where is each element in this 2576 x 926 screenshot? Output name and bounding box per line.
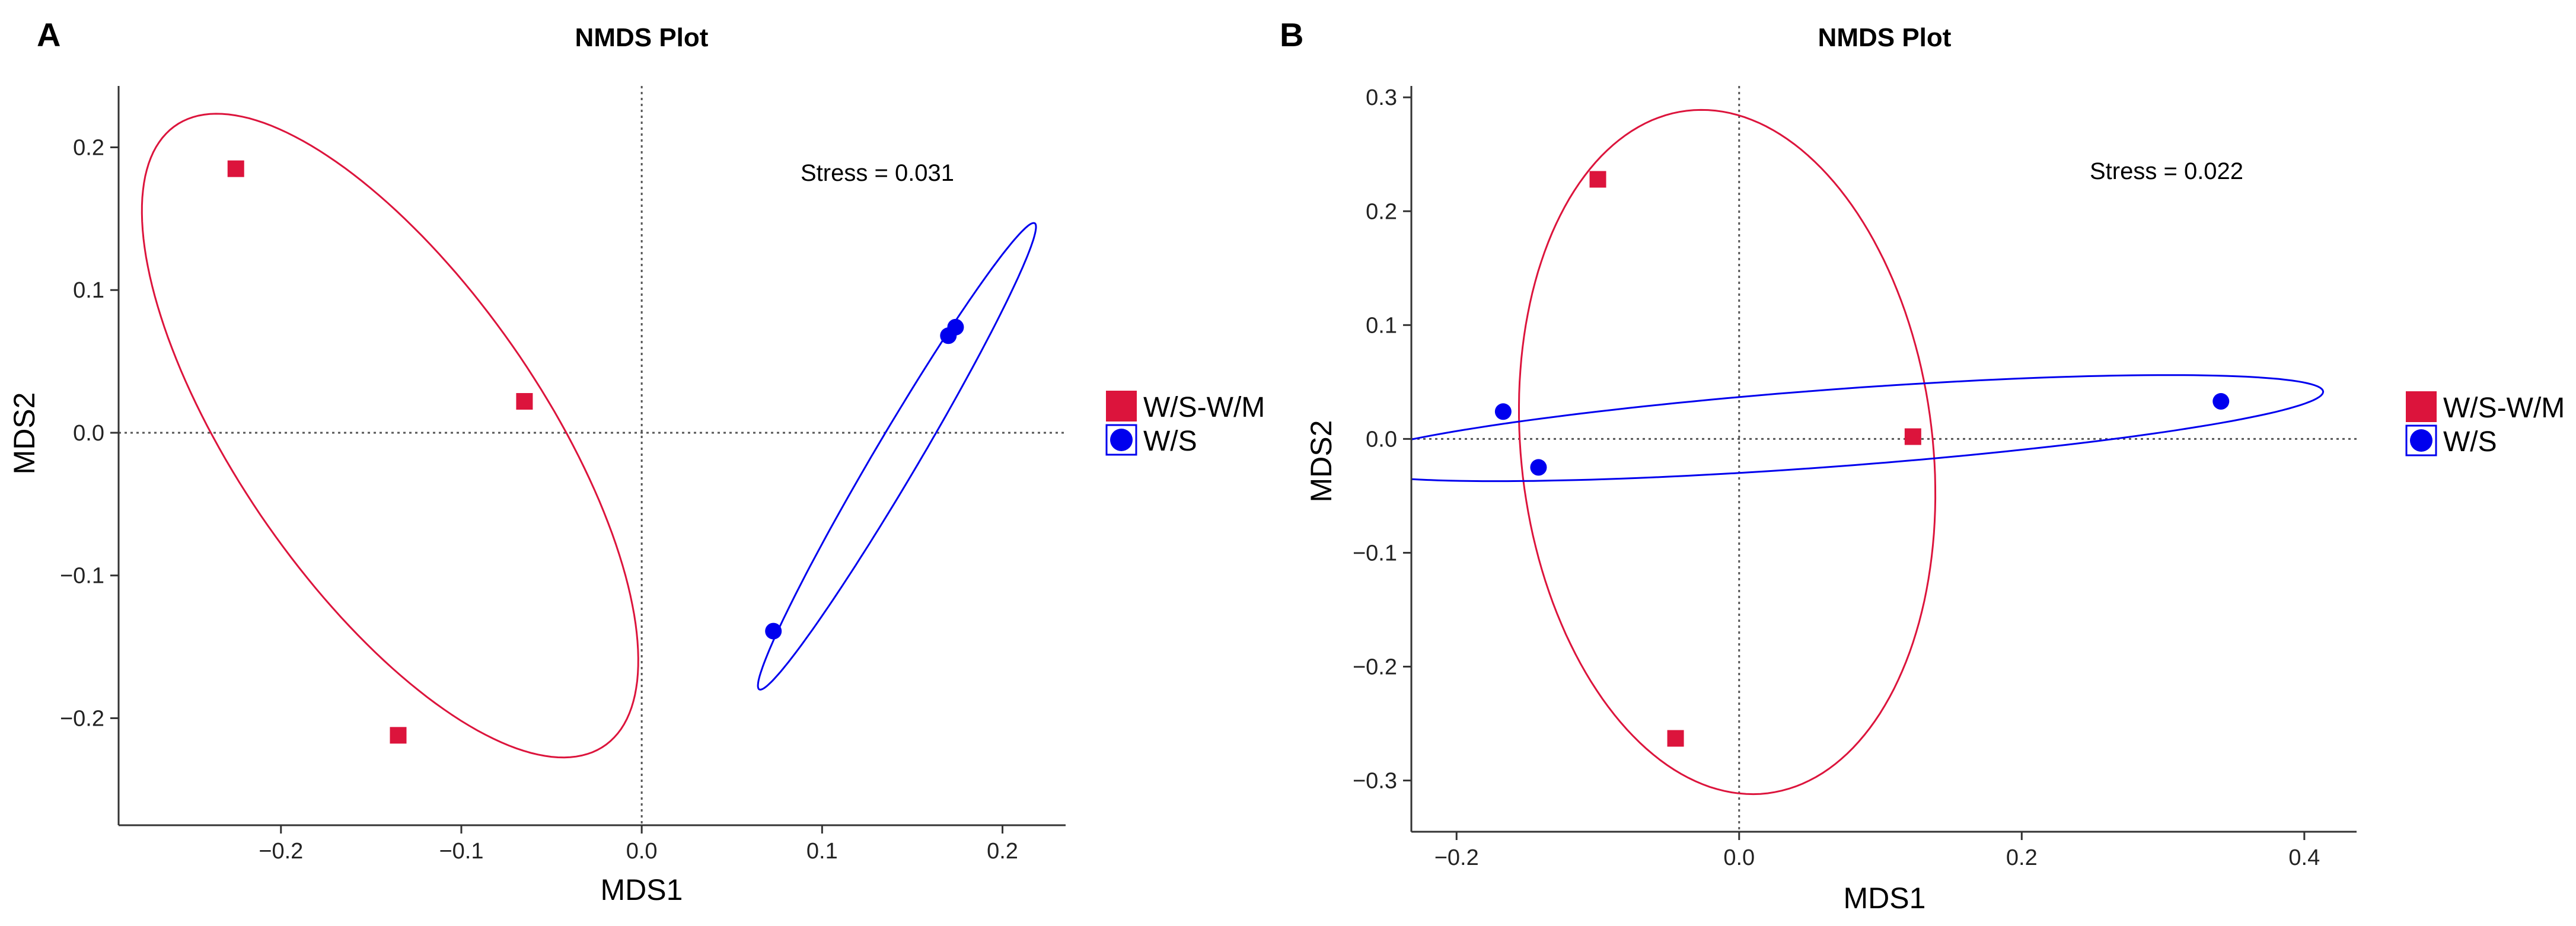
x-tick-label-a-4: 0.2 bbox=[987, 839, 1018, 864]
point-w-s-w-m-b-2 bbox=[1904, 428, 1921, 445]
legend-label-ws-wm-b: W/S-W/M bbox=[2443, 392, 2565, 424]
legend-b: W/S-W/M W/S bbox=[2405, 391, 2565, 458]
ellipse-w-s-w-m-a bbox=[141, 113, 639, 759]
chart-title-b: NMDS Plot bbox=[1818, 23, 1952, 52]
x-axis-label-b: MDS1 bbox=[1844, 882, 1926, 915]
legend-label-ws-a: W/S bbox=[1143, 426, 1197, 457]
y-tick-label-a-1: −0.1 bbox=[60, 564, 104, 589]
y-tick-label-b-2: −0.1 bbox=[1353, 541, 1397, 566]
plot-inner-a bbox=[119, 86, 1066, 825]
point-w-s-w-m-a-1 bbox=[227, 160, 244, 177]
y-tick-label-a-2: 0.0 bbox=[73, 421, 104, 446]
point-w-s-a-1 bbox=[765, 622, 782, 640]
legend-swatch-ws-b bbox=[2410, 429, 2432, 452]
y-axis-label-a: MDS2 bbox=[8, 392, 41, 475]
y-tick-label-a-4: 0.2 bbox=[73, 136, 104, 161]
x-tick-label-b-2: 0.2 bbox=[2006, 845, 2038, 870]
y-tick-label-b-4: 0.1 bbox=[1366, 313, 1397, 338]
y-tick-label-b-6: 0.3 bbox=[1366, 85, 1397, 110]
panel-label-b: B bbox=[1280, 16, 1303, 53]
point-w-s-w-m-a-2 bbox=[516, 393, 533, 410]
point-w-s-w-m-a-3 bbox=[390, 727, 407, 744]
x-tick-label-a-1: −0.1 bbox=[439, 839, 483, 864]
plot-area-a: −0.2 −0.1 0.0 0.1 0.2 −0.2 −0.1 0.0 0.1 0.2 bbox=[60, 86, 1066, 864]
point-w-s-w-m-b-3 bbox=[1667, 730, 1684, 747]
y-tick-label-a-3: 0.1 bbox=[73, 278, 104, 303]
legend-swatch-ws-wm-a bbox=[1106, 391, 1137, 422]
x-tick-label-a-2: 0.0 bbox=[626, 839, 658, 864]
stress-annotation-b: Stress = 0.022 bbox=[2090, 158, 2243, 184]
legend-a: W/S-W/M W/S bbox=[1105, 391, 1265, 457]
x-axis-label-a: MDS1 bbox=[601, 873, 683, 906]
y-tick-label-a-0: −0.2 bbox=[60, 706, 104, 731]
y-tick-label-b-3: 0.0 bbox=[1366, 427, 1397, 452]
plot-area-b: −0.2 0.0 0.2 0.4 −0.3 −0.2 −0.1 0.0 0.1 0.2 0.3 bbox=[1353, 85, 2357, 870]
y-tick-label-b-0: −0.3 bbox=[1353, 769, 1397, 794]
stress-annotation-a: Stress = 0.031 bbox=[801, 160, 954, 186]
point-w-s-b-2 bbox=[1530, 459, 1547, 476]
point-w-s-b-3 bbox=[2212, 393, 2230, 410]
ellipse-w-s-b bbox=[1411, 374, 2325, 483]
x-tick-label-a-0: −0.2 bbox=[259, 839, 303, 864]
x-tick-label-a-3: 0.1 bbox=[806, 839, 838, 864]
y-axis-label-b: MDS2 bbox=[1305, 420, 1338, 503]
legend-swatch-ws-wm-b bbox=[2406, 391, 2437, 422]
y-tick-label-b-1: −0.2 bbox=[1353, 655, 1397, 680]
chart-title-a: NMDS Plot bbox=[575, 23, 709, 52]
x-tick-label-b-3: 0.4 bbox=[2288, 845, 2320, 870]
y-tick-label-b-5: 0.2 bbox=[1366, 199, 1397, 224]
point-w-s-a-3 bbox=[947, 318, 964, 336]
point-w-s-w-m-b-1 bbox=[1589, 171, 1606, 188]
legend-swatch-ws-a bbox=[1110, 429, 1133, 451]
panel-a: A NMDS Plot −0.2 −0.1 0.0 0.1 0.2 −0.2 −0.1 0.0… bbox=[8, 16, 1265, 906]
panel-label-a: A bbox=[37, 16, 60, 53]
x-tick-label-b-1: 0.0 bbox=[1723, 845, 1755, 870]
point-w-s-b-1 bbox=[1494, 403, 1512, 420]
panel-b: B NMDS Plot −0.2 0.0 0.2 0.4 −0.3 −0.2 −0.1 0.0… bbox=[1280, 16, 2565, 915]
x-tick-label-b-0: −0.2 bbox=[1434, 845, 1479, 870]
plot-inner-b bbox=[1411, 86, 2357, 832]
ellipse-w-s-w-m-b bbox=[1518, 108, 1937, 796]
legend-label-ws-wm-a: W/S-W/M bbox=[1143, 392, 1265, 423]
legend-label-ws-b: W/S bbox=[2443, 426, 2497, 458]
